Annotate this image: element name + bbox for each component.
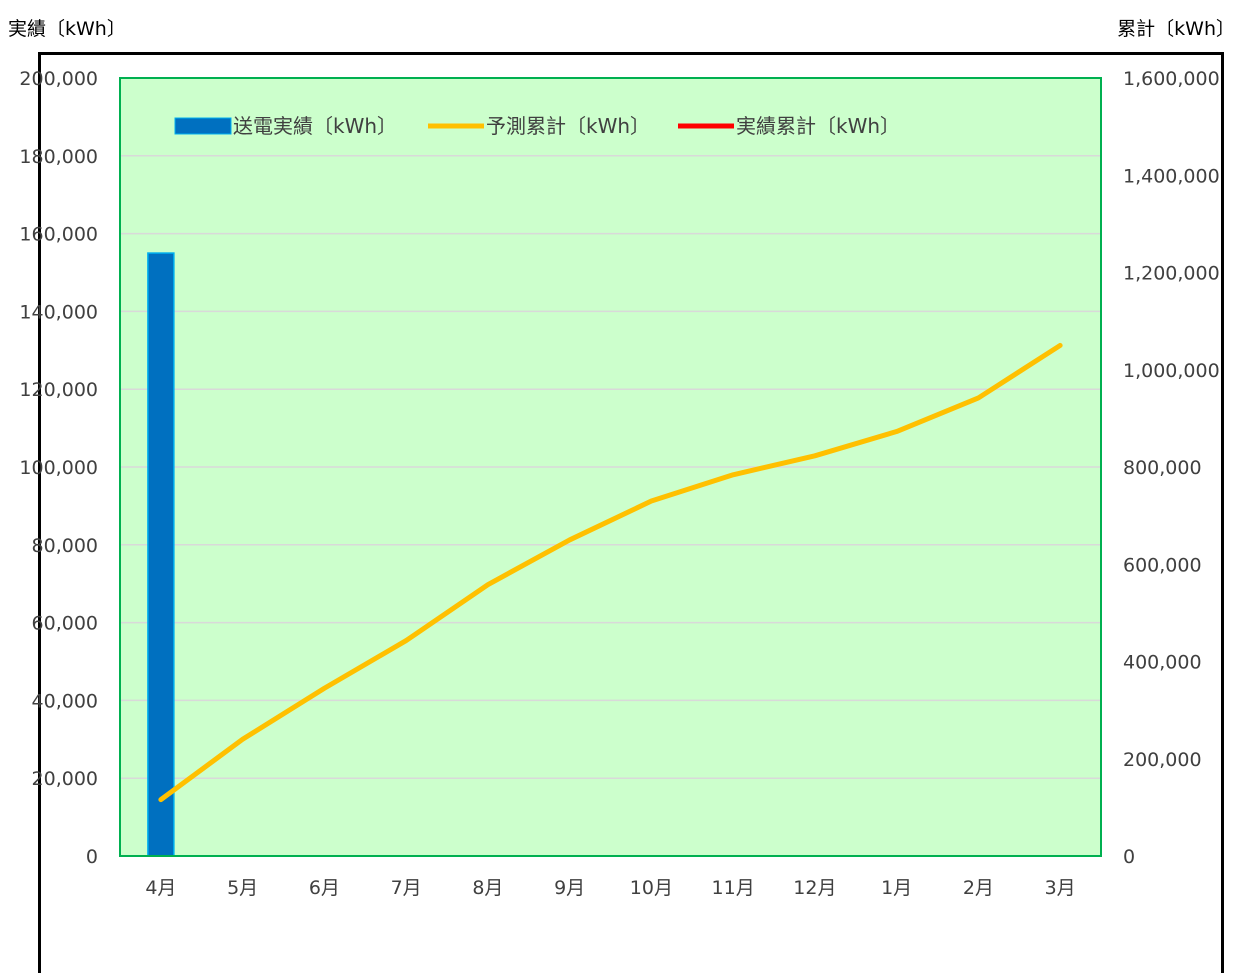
left-tick-label: 160,000: [19, 224, 98, 246]
right-tick-label: 600,000: [1123, 554, 1202, 576]
left-tick-label: 140,000: [19, 301, 98, 323]
left-tick-label: 120,000: [19, 379, 98, 401]
x-tick-label: 5月: [227, 877, 258, 899]
left-tick-label: 80,000: [32, 535, 98, 557]
bar: [147, 252, 175, 857]
x-tick-label: 9月: [554, 877, 585, 899]
left-tick-label: 200,000: [19, 68, 98, 90]
x-tick-label: 7月: [391, 877, 422, 899]
x-tick-label: 4月: [145, 877, 176, 899]
x-axis-ticks: 4月 5月 6月 7月 8月 9月 10月 11月 12月 1月 2月 3月: [145, 877, 1075, 899]
right-tick-label: 1,000,000: [1123, 360, 1220, 382]
bar-series: [147, 252, 175, 857]
legend: 送電実績〔kWh〕 予測累計〔kWh〕 実績累計〔kWh〕: [174, 114, 900, 138]
legend-label: 予測累計〔kWh〕: [486, 114, 650, 138]
x-tick-label: 12月: [793, 877, 836, 899]
left-axis-ticks: 0 20,000 40,000 60,000 80,000 100,000 120,000 1…: [19, 68, 98, 868]
left-axis-title: 実績〔kWh〕: [8, 18, 126, 40]
legend-swatch: [174, 117, 232, 135]
left-tick-label: 100,000: [19, 457, 98, 479]
legend-label: 送電実績〔kWh〕: [233, 114, 397, 138]
left-tick-label: 180,000: [19, 146, 98, 168]
legend-label: 実績累計〔kWh〕: [736, 114, 900, 138]
x-tick-label: 3月: [1045, 877, 1076, 899]
x-tick-label: 8月: [472, 877, 503, 899]
right-axis-ticks: 0 200,000 400,000 600,000 800,000 1,000,000 1,…: [1123, 68, 1220, 868]
right-tick-label: 1,200,000: [1123, 263, 1220, 285]
right-tick-label: 800,000: [1123, 457, 1202, 479]
series-line: [158, 342, 1063, 803]
x-tick-label: 10月: [630, 877, 673, 899]
x-tick-label: 6月: [309, 877, 340, 899]
x-tick-label: 2月: [963, 877, 994, 899]
left-tick-label: 60,000: [32, 613, 98, 635]
right-axis-title: 累計〔kWh〕: [1117, 18, 1235, 40]
plot-border: [119, 77, 1102, 857]
right-tick-label: 1,400,000: [1123, 165, 1220, 187]
right-tick-label: 0: [1123, 846, 1135, 868]
line-series: [158, 342, 1063, 803]
gridlines: [120, 155, 1101, 779]
right-tick-label: 400,000: [1123, 652, 1202, 674]
x-tick-label: 11月: [712, 877, 755, 899]
left-tick-label: 0: [86, 846, 98, 868]
right-tick-label: 1,600,000: [1123, 68, 1220, 90]
left-tick-label: 40,000: [32, 690, 98, 712]
x-tick-label: 1月: [881, 877, 912, 899]
right-tick-label: 200,000: [1123, 749, 1202, 771]
left-tick-label: 20,000: [32, 768, 98, 790]
chart-frame: [38, 52, 1224, 973]
